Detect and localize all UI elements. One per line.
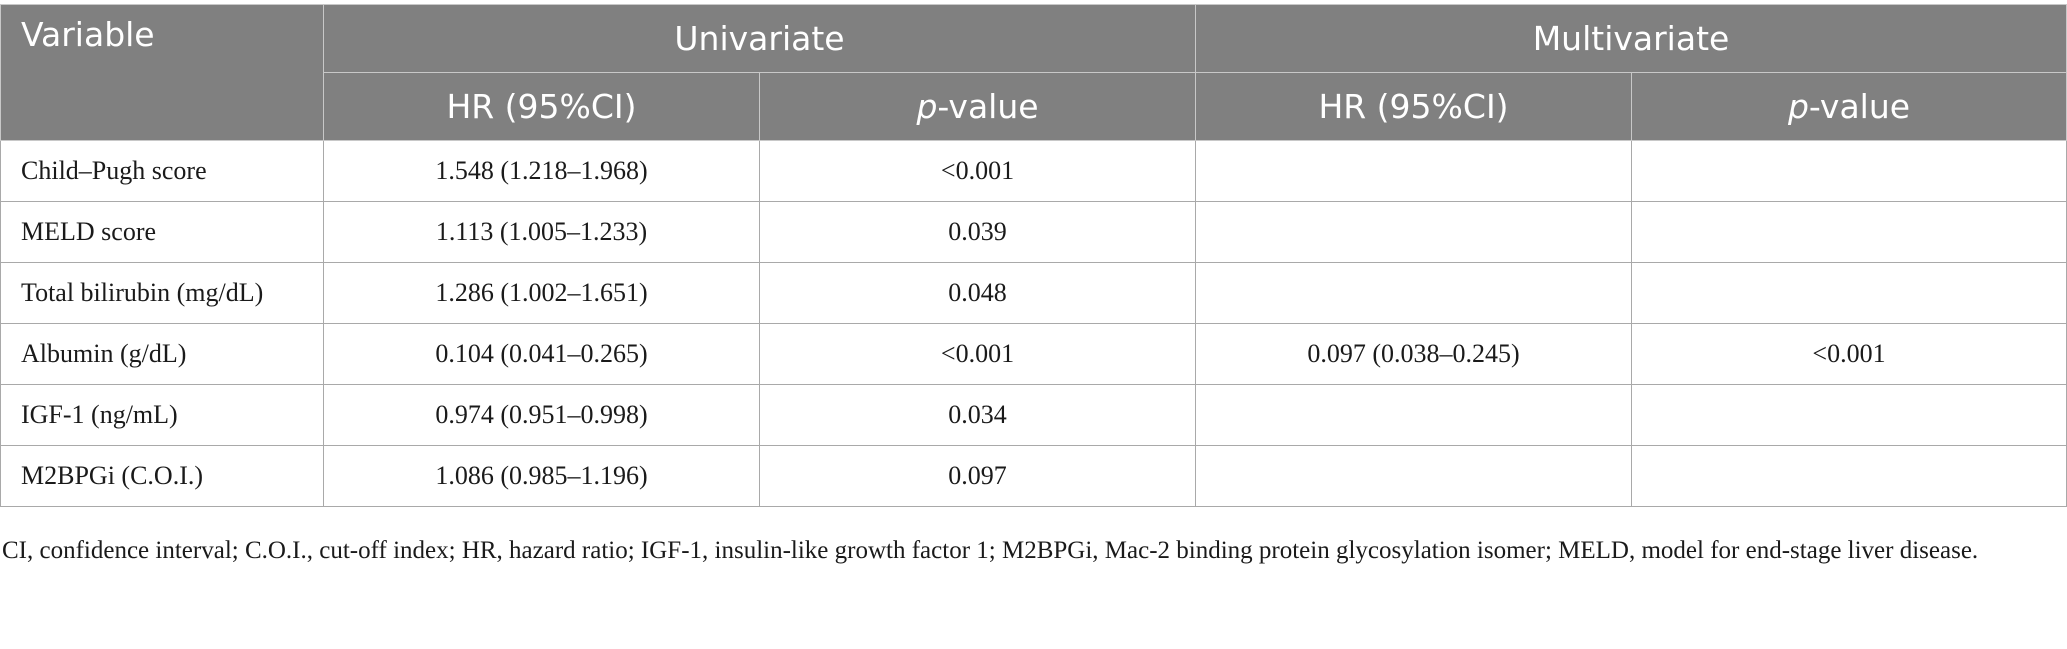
cell-multivariate-p: <0.001 <box>1631 323 2067 385</box>
cell-multivariate-p <box>1631 262 2067 324</box>
header-multivariate-hr: HR (95%CI) <box>1195 72 1633 141</box>
cell-univariate-hr: 1.113 (1.005–1.233) <box>323 201 760 263</box>
header-univariate-p-value: p-value <box>758 72 1197 141</box>
cell-multivariate-p <box>1631 445 2067 507</box>
p-suffix: -value <box>1808 87 1911 126</box>
cell-multivariate-hr <box>1195 384 1633 446</box>
cell-univariate-hr: 1.548 (1.218–1.968) <box>323 140 760 202</box>
cell-univariate-hr: 0.974 (0.951–0.998) <box>323 384 760 446</box>
table-header: Variable Univariate Multivariate HR (95%… <box>0 4 2067 141</box>
p-letter: p <box>916 87 938 126</box>
table-body: Child–Pugh score 1.548 (1.218–1.968) <0.… <box>0 140 2067 507</box>
cell-variable: MELD score <box>0 201 324 263</box>
cell-multivariate-p <box>1631 201 2067 263</box>
cell-univariate-hr: 1.086 (0.985–1.196) <box>323 445 760 507</box>
cell-univariate-p: <0.001 <box>758 323 1197 385</box>
p-suffix: -value <box>937 87 1039 126</box>
cell-multivariate-hr <box>1195 140 1633 202</box>
cell-multivariate-p <box>1631 140 2067 202</box>
cell-variable: Albumin (g/dL) <box>0 323 324 385</box>
cell-univariate-hr: 0.104 (0.041–0.265) <box>323 323 760 385</box>
cell-multivariate-p <box>1631 384 2067 446</box>
table-row: Total bilirubin (mg/dL) 1.286 (1.002–1.6… <box>0 262 2067 324</box>
table-row: MELD score 1.113 (1.005–1.233) 0.039 <box>0 201 2067 263</box>
cell-multivariate-hr <box>1195 201 1633 263</box>
header-variable: Variable <box>0 4 324 141</box>
cell-univariate-hr: 1.286 (1.002–1.651) <box>323 262 760 324</box>
cell-variable: Child–Pugh score <box>0 140 324 202</box>
cell-multivariate-hr: 0.097 (0.038–0.245) <box>1195 323 1633 385</box>
cell-univariate-p: 0.039 <box>758 201 1197 263</box>
cell-variable: IGF-1 (ng/mL) <box>0 384 324 446</box>
cell-univariate-p: 0.097 <box>758 445 1197 507</box>
header-univariate-hr: HR (95%CI) <box>323 72 760 141</box>
cell-variable: Total bilirubin (mg/dL) <box>0 262 324 324</box>
cell-univariate-p: 0.034 <box>758 384 1197 446</box>
cell-univariate-p: 0.048 <box>758 262 1197 324</box>
table-row: M2BPGi (C.O.I.) 1.086 (0.985–1.196) 0.09… <box>0 445 2067 507</box>
cell-univariate-p: <0.001 <box>758 140 1197 202</box>
table-row: Albumin (g/dL) 0.104 (0.041–0.265) <0.00… <box>0 323 2067 385</box>
table-row: IGF-1 (ng/mL) 0.974 (0.951–0.998) 0.034 <box>0 384 2067 446</box>
cell-variable: M2BPGi (C.O.I.) <box>0 445 324 507</box>
cell-multivariate-hr <box>1195 445 1633 507</box>
results-table-container: Variable Univariate Multivariate HR (95%… <box>0 4 2067 507</box>
hazard-ratio-table: Variable Univariate Multivariate HR (95%… <box>0 4 2067 507</box>
header-univariate: Univariate <box>322 4 1197 73</box>
header-multivariate: Multivariate <box>1195 4 2067 73</box>
table-footnote: CI, confidence interval; C.O.I., cut-off… <box>2 537 1979 564</box>
table-row: Child–Pugh score 1.548 (1.218–1.968) <0.… <box>0 140 2067 202</box>
cell-multivariate-hr <box>1195 262 1633 324</box>
p-letter: p <box>1787 87 1809 126</box>
header-multivariate-p-value: p-value <box>1631 72 2067 141</box>
